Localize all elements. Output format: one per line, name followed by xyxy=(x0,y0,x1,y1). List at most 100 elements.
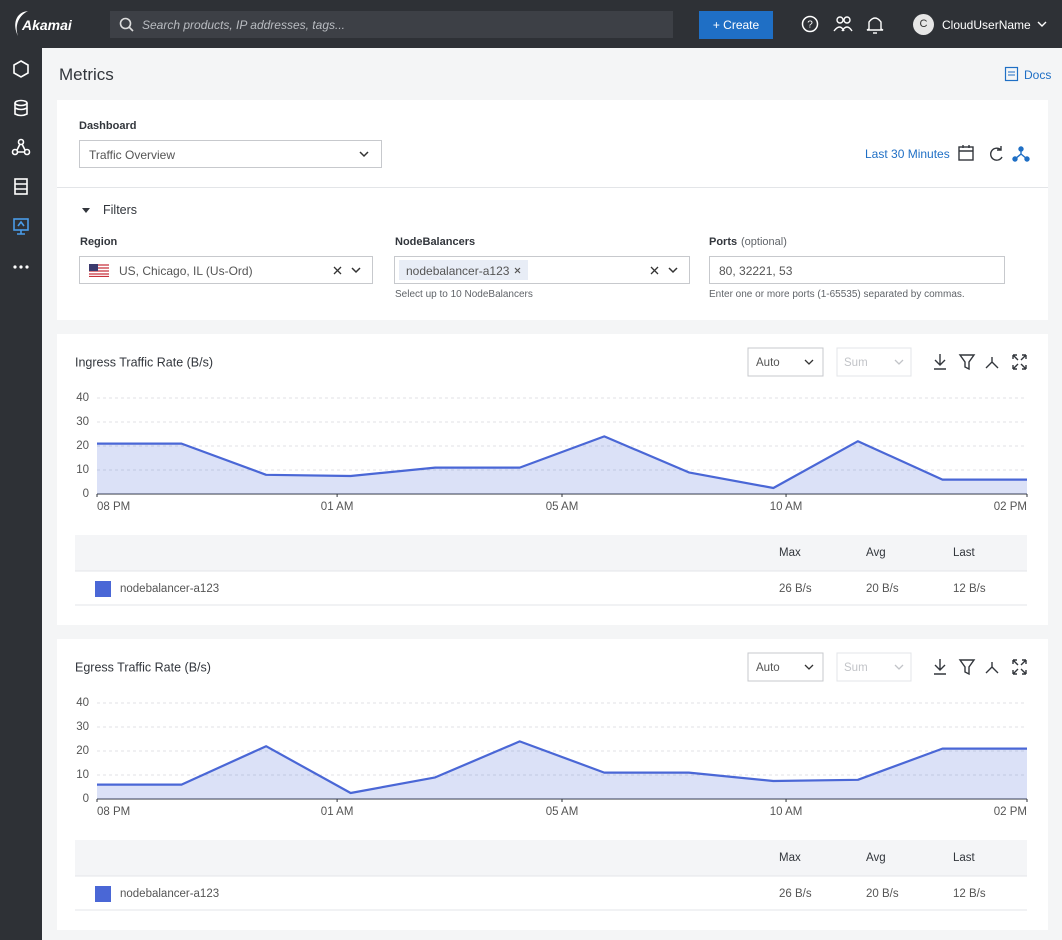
docs-link[interactable]: Docs xyxy=(1024,68,1052,82)
logo-mark xyxy=(15,11,28,36)
y-tick-label: 40 xyxy=(76,697,89,709)
series-line xyxy=(97,435,1027,490)
legend-stat: 26 B/s xyxy=(779,888,812,900)
legend-header: Max xyxy=(779,547,801,559)
nodebalancers-label: NodeBalancers xyxy=(395,236,476,248)
nav-compute[interactable] xyxy=(13,60,29,78)
legend-swatch[interactable] xyxy=(95,581,111,597)
legend-stat: 20 B/s xyxy=(866,583,899,595)
user-chevron[interactable] xyxy=(1036,20,1048,30)
region-value: US, Chicago, IL (Us-Ord) xyxy=(119,264,253,278)
time-range[interactable]: Last 30 Minutes xyxy=(865,147,950,161)
top-bar: Akamai Search products, IP addresses, ta… xyxy=(0,0,1062,48)
dashboard-icons xyxy=(958,145,1030,162)
dashboard-select[interactable]: Traffic Overview xyxy=(79,140,382,168)
svg-text:?: ? xyxy=(807,20,813,31)
legend-stat: 26 B/s xyxy=(779,583,812,595)
legend-header: Last xyxy=(953,852,976,864)
dashboard-value: Traffic Overview xyxy=(89,148,176,162)
chevron xyxy=(894,664,904,670)
page-title: Metrics xyxy=(59,65,114,84)
series-line xyxy=(97,740,1027,795)
chip[interactable] xyxy=(399,260,528,280)
nav-storage[interactable] xyxy=(14,178,28,195)
filters-caret[interactable] xyxy=(81,205,91,215)
area-fill xyxy=(97,436,1027,494)
side-nav xyxy=(0,48,42,940)
x-tick-label: 02 PM xyxy=(994,806,1027,818)
y-tick-label: 20 xyxy=(76,440,89,452)
clear-chevron xyxy=(650,266,678,275)
bell-icon[interactable] xyxy=(866,17,884,34)
x-tick-label: 08 PM xyxy=(97,806,130,818)
y-tick-label: 10 xyxy=(76,464,89,476)
create-button[interactable]: + Create xyxy=(699,11,773,39)
legend-label[interactable]: nodebalancer-a123 xyxy=(120,888,219,900)
nodebalancers-select[interactable]: nodebalancer-a123 xyxy=(394,256,690,284)
avatar[interactable]: C xyxy=(913,14,934,35)
expand-icon[interactable] xyxy=(1012,659,1027,675)
aggregation-select[interactable] xyxy=(836,347,912,377)
ports-optional: (optional) xyxy=(741,236,787,248)
ports-value: 80, 32221, 53 xyxy=(719,264,793,278)
legend-header: Max xyxy=(779,852,801,864)
nav-monitor[interactable] xyxy=(13,218,29,235)
group-icon[interactable] xyxy=(1012,146,1030,162)
nav-network[interactable] xyxy=(11,138,31,156)
username[interactable]: CloudUserName xyxy=(942,18,1031,32)
y-tick-label: 30 xyxy=(76,721,89,733)
area-fill xyxy=(97,741,1027,799)
refresh-icon[interactable] xyxy=(990,146,1003,161)
legend-header: Last xyxy=(953,547,976,559)
ports-input[interactable]: 80, 32221, 53 xyxy=(709,256,1005,284)
legend-swatch[interactable] xyxy=(95,886,111,902)
help-icon[interactable] xyxy=(801,15,819,33)
filter-icon[interactable] xyxy=(958,354,976,371)
chevron xyxy=(359,151,369,158)
y-tick-label: 0 xyxy=(83,488,89,500)
y-tick-label: 10 xyxy=(76,769,89,781)
dashboard-label: Dashboard xyxy=(79,120,137,132)
chevron xyxy=(804,664,814,670)
filter-icon[interactable] xyxy=(958,659,976,676)
dashboard-panel: Dashboard Traffic Overview Last 30 Minut… xyxy=(57,100,1048,320)
x-tick-label: 05 AM xyxy=(546,806,579,818)
chart-widget: Ingress Traffic Rate (B/s) Auto Sum 0 10 20 30… xyxy=(57,334,1048,625)
legend-stat: 12 B/s xyxy=(953,888,986,900)
nav-database[interactable] xyxy=(14,99,28,117)
y-tick-label: 40 xyxy=(76,392,89,404)
aggregation-select[interactable] xyxy=(836,652,912,682)
group-icon[interactable] xyxy=(985,357,999,369)
top-icons: ? xyxy=(801,15,884,34)
region-select[interactable]: US, Chicago, IL (Us-Ord) xyxy=(79,256,373,284)
nav-more[interactable] xyxy=(13,265,29,269)
ports-label: Ports xyxy=(709,236,738,248)
legend-header: Avg xyxy=(866,547,886,559)
nav-icons xyxy=(11,60,31,269)
x-tick-label: 01 AM xyxy=(321,806,354,818)
download-icon[interactable] xyxy=(934,659,946,675)
search-placeholder: Search products, IP addresses, tags... xyxy=(142,18,345,32)
expand-icon[interactable] xyxy=(1012,354,1027,370)
group-icon[interactable] xyxy=(985,662,999,674)
chip-label: nodebalancer-a123 xyxy=(406,264,510,278)
x-tick-label: 10 AM xyxy=(770,501,803,513)
legend-stat: 20 B/s xyxy=(866,888,899,900)
x-tick-label: 10 AM xyxy=(770,806,803,818)
y-tick-label: 0 xyxy=(83,793,89,805)
legend-label[interactable]: nodebalancer-a123 xyxy=(120,583,219,595)
clear-chevron xyxy=(333,266,361,275)
chart-widget: Egress Traffic Rate (B/s) Auto Sum 0 10 20 30 4… xyxy=(57,639,1048,930)
filters-toggle[interactable]: Filters xyxy=(103,203,138,217)
x-tick-label: 02 PM xyxy=(994,501,1027,513)
search-box[interactable]: Search products, IP addresses, tags... xyxy=(110,11,673,38)
chip-remove[interactable] xyxy=(513,266,523,276)
ports-helper: Enter one or more ports (1-65535) separa… xyxy=(709,289,965,300)
x-tick-label: 05 AM xyxy=(546,501,579,513)
us-flag xyxy=(89,264,109,277)
download-icon[interactable] xyxy=(934,354,946,370)
chevron xyxy=(804,359,814,365)
calendar-icon[interactable] xyxy=(958,145,974,161)
people-icon[interactable] xyxy=(833,16,853,32)
